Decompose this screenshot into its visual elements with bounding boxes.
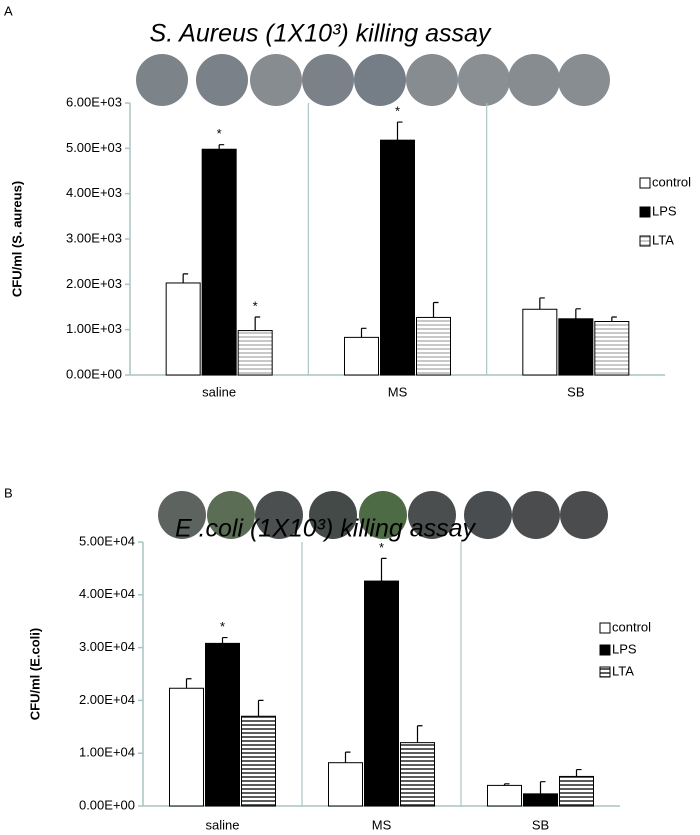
error-bar	[257, 699, 264, 717]
error-bar	[575, 768, 582, 777]
bar	[169, 687, 204, 807]
chart-title: S. Aureus (1X10³) killing assay	[150, 20, 492, 48]
bar	[523, 793, 558, 807]
legend-swatch	[599, 622, 611, 634]
legend-swatch	[599, 666, 611, 678]
significance-star: *	[217, 126, 222, 141]
y-tick-label: 5.00E+03	[66, 140, 122, 155]
error-bar	[396, 121, 403, 141]
plate-images	[136, 54, 610, 539]
x-tick-label: SB	[532, 817, 549, 832]
x-tick-label: saline	[202, 384, 236, 399]
y-tick-label: 4.00E+04	[79, 586, 135, 601]
y-tick-label: 4.00E+03	[66, 185, 122, 200]
y-tick-label: 1.00E+04	[79, 745, 135, 760]
legend-label: control	[652, 174, 691, 189]
error-bar	[185, 678, 192, 689]
bar	[487, 784, 522, 807]
error-bar	[503, 783, 510, 786]
legend-swatch	[599, 644, 611, 656]
y-tick-label: 6.00E+03	[66, 94, 122, 109]
x-tick-label: SB	[567, 384, 584, 399]
y-axis-label: CFU/ml (S. aureus)	[9, 181, 24, 297]
panel-label: A	[4, 3, 13, 18]
bar	[400, 742, 435, 807]
legend-label: LPS	[612, 641, 637, 656]
bar	[165, 282, 201, 376]
bar	[241, 715, 276, 807]
x-tick-label: MS	[372, 817, 392, 832]
bar	[558, 318, 594, 376]
error-bar	[360, 327, 367, 338]
bar	[416, 316, 451, 376]
y-axis-label: CFU/ml (E.coli)	[27, 628, 42, 720]
x-tick-label: saline	[206, 817, 240, 832]
error-bar	[380, 557, 387, 582]
error-bar	[416, 725, 423, 743]
legend-label: LTA	[652, 232, 674, 247]
legend-swatch	[639, 206, 651, 218]
legend-swatch	[639, 177, 651, 189]
significance-star: *	[220, 619, 225, 634]
legend-swatch	[639, 235, 651, 247]
bar	[559, 775, 594, 807]
y-tick-label: 2.00E+03	[66, 276, 122, 291]
error-bar	[344, 751, 351, 763]
y-tick-label: 5.00E+04	[79, 533, 135, 548]
bar	[237, 330, 273, 376]
error-bar	[539, 781, 546, 794]
bar	[364, 580, 399, 807]
y-tick-label: 2.00E+04	[79, 692, 135, 707]
y-tick-label: 0.00E+00	[66, 366, 122, 381]
error-bar	[254, 316, 261, 331]
error-bar	[221, 636, 228, 644]
y-tick-label: 3.00E+03	[66, 230, 122, 245]
significance-star: *	[253, 298, 258, 313]
panel-label: B	[4, 485, 13, 500]
error-bar	[182, 273, 189, 283]
x-tick-label: MS	[388, 384, 408, 399]
bar	[594, 321, 630, 376]
legend-label: LTA	[612, 663, 634, 678]
bar	[380, 139, 415, 376]
bar	[201, 148, 237, 376]
chart-title: E .coli (1X10³) killing assay	[175, 515, 477, 543]
bar	[328, 762, 363, 807]
error-bar	[611, 316, 617, 322]
error-bar	[575, 308, 581, 319]
error-bar	[218, 144, 225, 150]
significance-star: *	[379, 540, 384, 555]
bar	[344, 336, 379, 376]
y-tick-label: 1.00E+03	[66, 321, 122, 336]
significance-star: *	[395, 103, 400, 118]
bar	[205, 642, 240, 807]
bar	[522, 308, 558, 376]
legend-label: control	[612, 619, 651, 634]
legend-label: LPS	[652, 203, 677, 218]
error-bar	[539, 297, 545, 310]
y-tick-label: 0.00E+00	[79, 797, 135, 812]
error-bar	[432, 301, 439, 318]
y-tick-label: 3.00E+04	[79, 639, 135, 654]
